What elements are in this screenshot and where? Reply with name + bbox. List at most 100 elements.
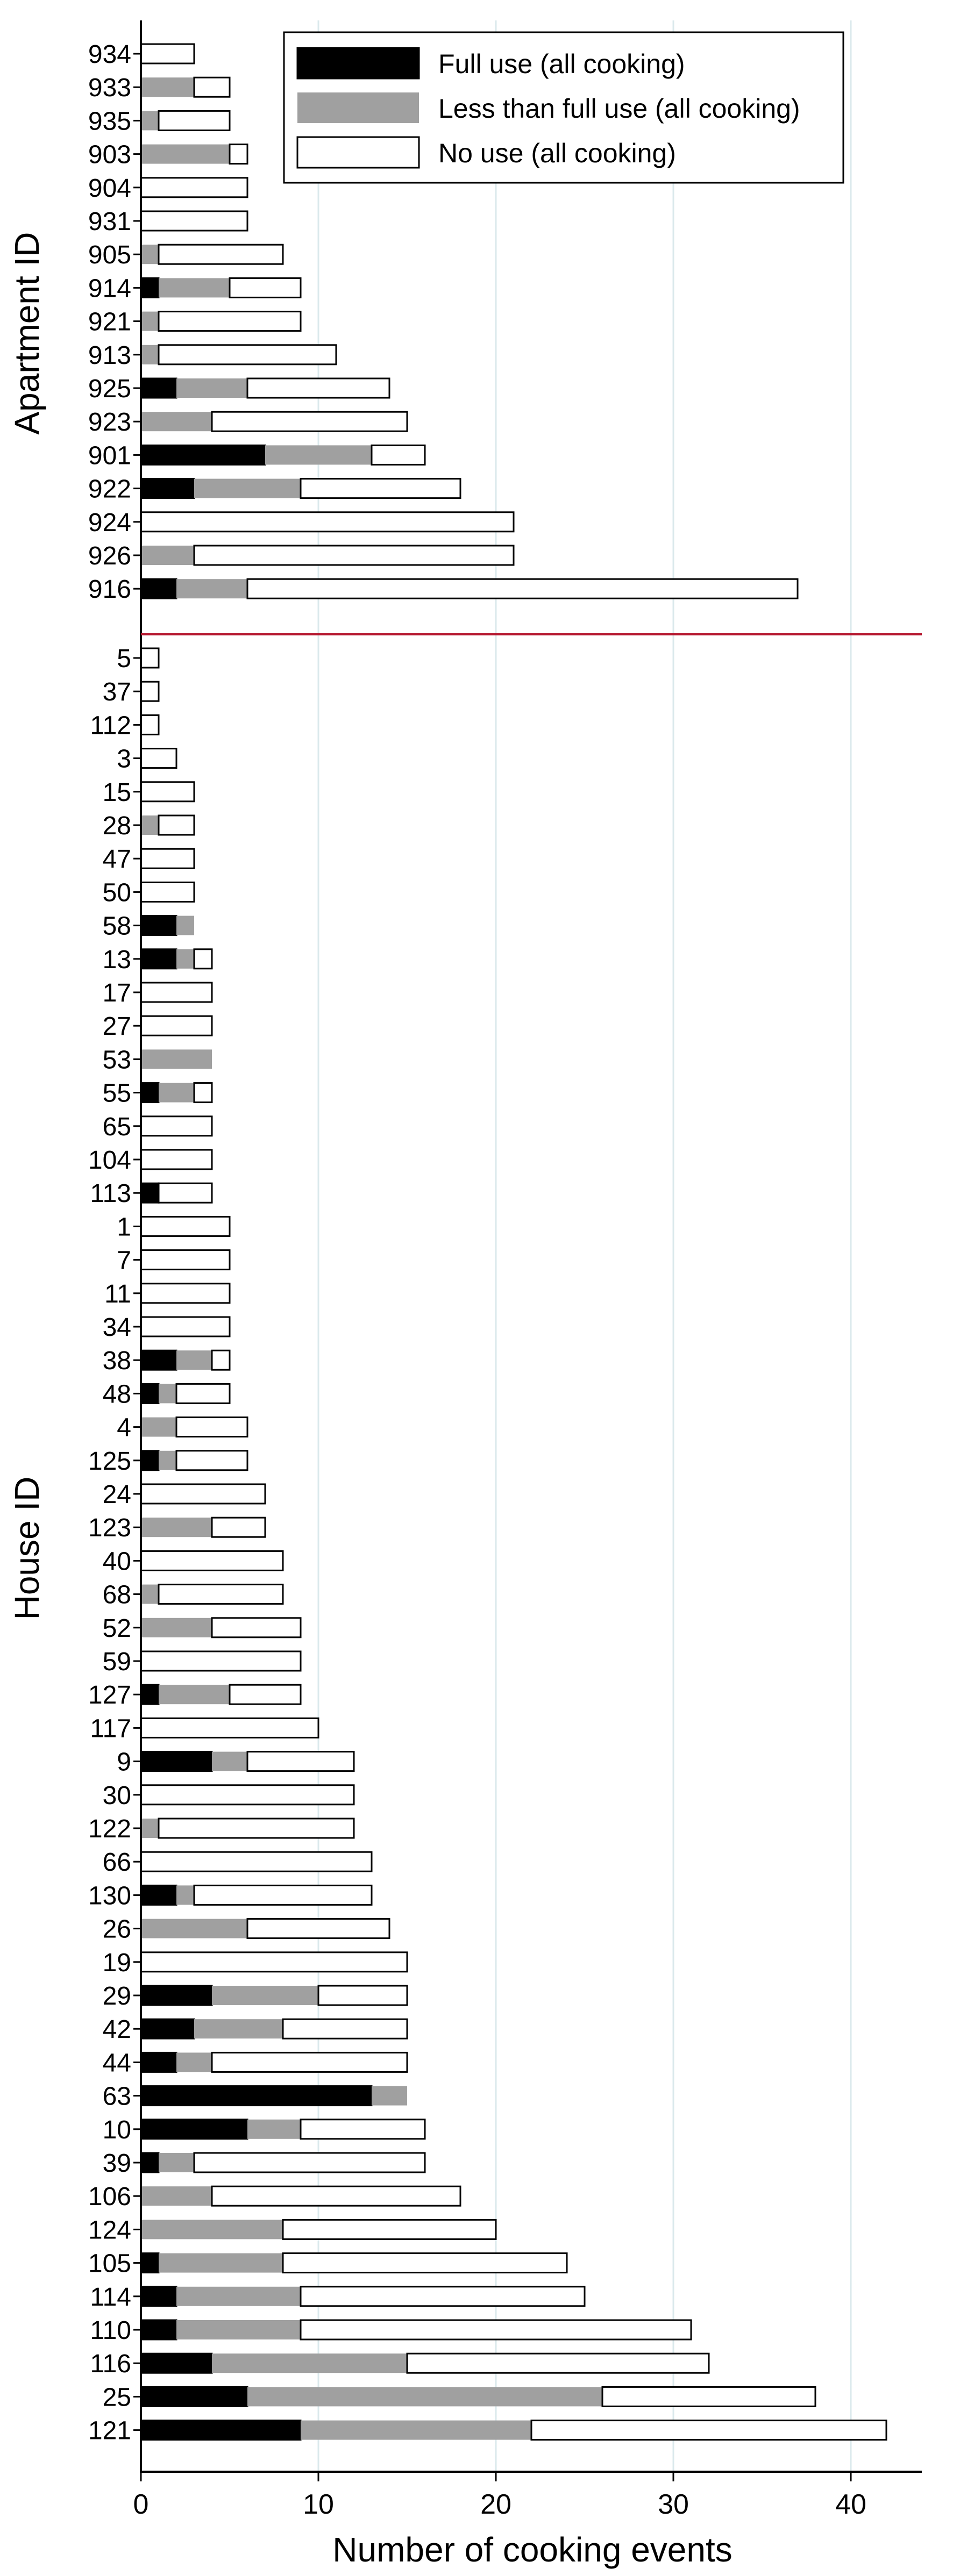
no-use-segment: [158, 110, 231, 131]
no-use-segment: [282, 2252, 568, 2274]
bar-id-label: 47: [103, 845, 131, 874]
bar-id-label: 63: [103, 2083, 131, 2111]
less-use-segment: [141, 1584, 159, 1604]
full-use-segment: [140, 277, 160, 298]
bar-id-label: 116: [90, 2350, 131, 2378]
bar-id-label: 44: [103, 2049, 131, 2077]
no-use-segment: [282, 2018, 408, 2040]
no-use-segment: [140, 681, 160, 702]
bar-id-label: 110: [90, 2316, 131, 2345]
bar-id-label: 117: [90, 1714, 131, 1743]
bar-id-label: 931: [88, 207, 131, 236]
no-use-segment: [211, 1349, 231, 1371]
no-use-segment: [211, 2051, 408, 2073]
legend-label-none: No use (all cooking): [438, 138, 676, 168]
legend-label-less: Less than full use (all cooking): [438, 94, 800, 124]
no-use-segment: [158, 1817, 355, 1839]
no-use-segment: [140, 982, 213, 1003]
less-use-segment: [176, 579, 247, 599]
x-ticks: 0 10 20 30 40: [133, 2472, 866, 2520]
no-use-segment: [193, 545, 515, 566]
no-use-segment: [371, 444, 426, 466]
no-use-segment: [158, 244, 284, 265]
no-use-segment: [211, 1516, 266, 1538]
axes: [133, 20, 922, 2473]
no-use-segment: [211, 2185, 461, 2207]
bar-id-label: 923: [88, 408, 131, 437]
full-use-segment: [140, 2286, 177, 2307]
x-tick-label: 10: [303, 2489, 334, 2520]
bar-id-label: 121: [88, 2417, 131, 2445]
no-use-segment: [300, 2119, 426, 2140]
no-use-segment: [140, 1149, 213, 1170]
no-use-segment: [282, 2219, 497, 2240]
no-use-segment: [601, 2386, 816, 2407]
less-use-segment: [159, 278, 230, 298]
no-use-segment: [175, 1450, 248, 1471]
bar-id-label: 904: [88, 174, 131, 203]
no-use-segment: [406, 2352, 710, 2374]
less-use-segment: [141, 1518, 212, 1537]
no-use-segment: [229, 277, 302, 298]
bar-id-label: 55: [103, 1079, 131, 1108]
less-use-segment: [159, 2253, 283, 2273]
no-use-segment: [530, 2420, 887, 2441]
bar-id-label: 24: [103, 1480, 131, 1509]
bar-id-label: 903: [88, 141, 131, 169]
bar-id-label: 112: [90, 711, 131, 740]
full-use-segment: [140, 2352, 213, 2374]
no-use-segment: [140, 210, 248, 232]
no-use-segment: [175, 1416, 248, 1438]
no-use-segment: [158, 814, 195, 836]
less-use-segment: [176, 915, 194, 935]
full-use-segment: [140, 948, 177, 970]
x-tick-label: 40: [835, 2489, 866, 2520]
less-use-segment: [247, 2387, 602, 2407]
bar-id-label: 122: [88, 1815, 131, 1843]
no-use-segment: [175, 1383, 231, 1404]
no-use-segment: [140, 1316, 231, 1337]
no-use-segment: [140, 1784, 355, 1806]
less-use-segment: [159, 1685, 230, 1705]
bar-id-label: 17: [103, 979, 131, 1007]
no-use-segment: [246, 1751, 355, 1772]
bar-id-label: 38: [103, 1347, 131, 1375]
less-use-segment: [141, 1819, 159, 1838]
bar-id-label: 934: [88, 40, 131, 69]
less-use-segment: [176, 949, 194, 969]
bar-id-label: 10: [103, 2116, 131, 2144]
x-tick-label: 0: [133, 2489, 149, 2520]
no-use-segment: [246, 578, 799, 599]
bar-id-label: 925: [88, 375, 131, 403]
bar-id-label: 50: [103, 878, 131, 907]
less-use-segment: [141, 412, 212, 432]
no-use-segment: [246, 1918, 390, 1940]
full-use-segment: [140, 578, 177, 599]
bar-id-label: 27: [103, 1012, 131, 1041]
bar-id-label: 1: [117, 1213, 131, 1241]
less-use-segment: [372, 2086, 407, 2106]
less-use-segment: [141, 2186, 212, 2206]
bar-id-label: 123: [88, 1514, 131, 1542]
less-use-segment: [159, 1083, 194, 1103]
bar-id-label: 3: [117, 745, 131, 774]
bar-id-label: 916: [88, 575, 131, 604]
full-use-segment: [140, 2085, 373, 2107]
no-use-segment: [140, 1215, 231, 1237]
no-use-segment: [317, 1985, 408, 2006]
legend-swatch-less: [297, 92, 419, 123]
less-use-segment: [159, 1450, 176, 1470]
less-use-segment: [141, 345, 159, 364]
full-use-segment: [140, 2319, 177, 2341]
no-use-segment: [140, 1283, 231, 1304]
bar-id-label: 39: [103, 2149, 131, 2178]
less-use-segment: [194, 2019, 283, 2039]
no-use-segment: [140, 1249, 231, 1271]
no-use-segment: [140, 1115, 213, 1137]
less-use-segment: [141, 1049, 212, 1069]
full-use-segment: [140, 1349, 177, 1371]
bar-id-label: 130: [88, 1881, 131, 1910]
bar-id-label: 921: [88, 308, 131, 337]
bar-id-label: 7: [117, 1247, 131, 1275]
